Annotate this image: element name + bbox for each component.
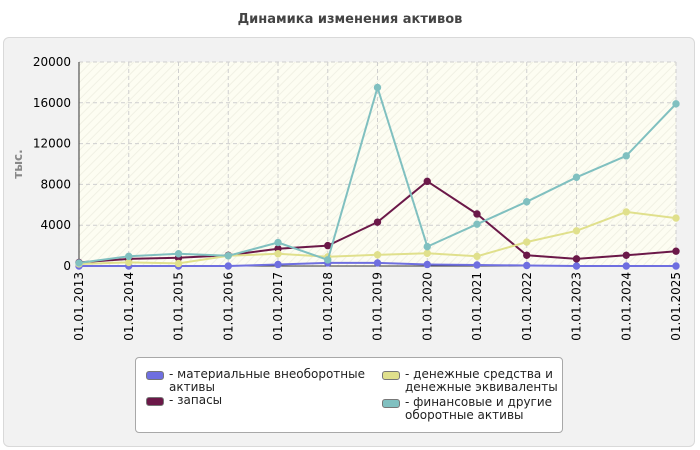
data-point-series-3	[423, 242, 431, 251]
legend-swatch	[382, 399, 400, 408]
legend-item-financial-assets[interactable]: - финансовые и другие оборотные активы	[382, 396, 575, 422]
legend-item-tangible-assets[interactable]: - материальные внеоборотные активы	[146, 368, 369, 394]
data-point-series-2	[274, 250, 282, 258]
x-tick-label: 01.01.2018	[321, 272, 335, 341]
data-point-series-2	[373, 251, 382, 259]
y-tick-label: 4000	[40, 218, 71, 232]
data-point-series-2	[423, 249, 431, 257]
x-tick-label: 01.01.2021	[470, 272, 484, 341]
legend-item-cash[interactable]: - денежные средства и денежные эквивален…	[382, 368, 575, 394]
x-tick-label: 01.01.2014	[122, 272, 136, 341]
data-point-series-1	[622, 251, 630, 259]
data-point-series-1	[523, 251, 531, 259]
legend-label: - запасы	[169, 393, 223, 407]
data-point-series-3	[572, 173, 581, 181]
data-point-series-3	[75, 259, 83, 267]
data-point-series-3	[224, 252, 232, 260]
legend: - материальные внеоборотные активы - зап…	[135, 357, 563, 433]
y-tick-label: 20000	[33, 55, 71, 69]
data-point-series-2	[572, 227, 581, 235]
data-point-series-0	[622, 262, 630, 270]
data-point-series-1	[672, 247, 680, 255]
data-point-series-2	[174, 259, 183, 268]
data-point-series-3	[672, 100, 680, 108]
y-tick-label: 8000	[40, 177, 71, 191]
data-point-series-0	[473, 261, 481, 269]
chart-title: Динамика изменения активов	[237, 12, 463, 27]
x-tick-label: 01.01.2024	[619, 272, 633, 341]
legend-swatch	[146, 397, 164, 406]
x-tick-label: 01.01.2025	[669, 272, 683, 341]
data-point-series-0	[423, 260, 431, 269]
legend-label: - финансовые и другие оборотные активы	[405, 395, 553, 422]
data-point-series-2	[125, 258, 133, 267]
data-point-series-1	[324, 241, 332, 250]
legend-swatch	[382, 371, 400, 380]
x-tick-label: 01.01.2015	[172, 272, 186, 341]
data-point-series-1	[423, 177, 431, 186]
data-point-series-2	[672, 214, 680, 222]
data-point-series-1	[373, 218, 382, 226]
x-tick-label: 01.01.2020	[420, 272, 434, 341]
x-tick-label: 01.01.2019	[371, 272, 385, 341]
x-tick-label: 01.01.2016	[221, 272, 235, 341]
y-tick-label: 0	[63, 259, 71, 273]
data-point-series-0	[572, 262, 581, 270]
data-point-series-0	[274, 260, 282, 269]
data-point-series-0	[523, 261, 531, 270]
data-point-series-2	[473, 252, 481, 261]
legend-item-inventory[interactable]: - запасы	[146, 394, 369, 407]
data-point-series-3	[125, 252, 133, 261]
data-point-series-3	[523, 198, 531, 206]
legend-label: - материальные внеоборотные активы	[169, 367, 365, 394]
legend-swatch	[146, 371, 164, 380]
x-tick-label: 01.01.2023	[570, 272, 584, 341]
data-point-series-1	[473, 210, 481, 218]
data-point-series-3	[622, 152, 630, 160]
data-point-series-2	[523, 238, 531, 246]
legend-label: - денежные средства и денежные эквивален…	[405, 367, 558, 394]
data-point-series-3	[274, 238, 282, 247]
data-point-series-2	[622, 208, 630, 216]
y-tick-label: 16000	[33, 96, 71, 110]
data-point-series-3	[174, 250, 183, 258]
data-point-series-1	[572, 255, 581, 263]
data-point-series-3	[324, 256, 332, 264]
x-tick-label: 01.01.2017	[271, 272, 285, 341]
data-point-series-3	[473, 220, 481, 228]
data-point-series-3	[373, 83, 382, 92]
y-tick-label: 12000	[33, 137, 71, 151]
y-axis-label: тыс.	[11, 149, 25, 178]
data-point-series-0	[672, 262, 680, 270]
data-point-series-0	[224, 262, 232, 270]
x-tick-label: 01.01.2013	[72, 272, 86, 341]
x-tick-label: 01.01.2022	[520, 272, 534, 341]
data-point-series-0	[373, 259, 382, 267]
